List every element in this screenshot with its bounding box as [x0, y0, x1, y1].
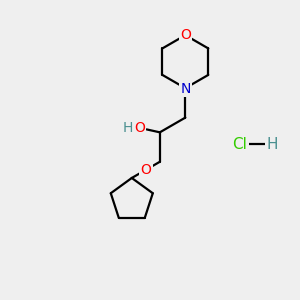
Text: H: H	[122, 121, 133, 135]
Text: H: H	[266, 136, 278, 152]
Text: O: O	[180, 28, 191, 42]
Text: O: O	[140, 163, 151, 177]
Text: O: O	[134, 121, 145, 135]
Text: N: N	[180, 82, 190, 96]
Text: Cl: Cl	[232, 136, 247, 152]
